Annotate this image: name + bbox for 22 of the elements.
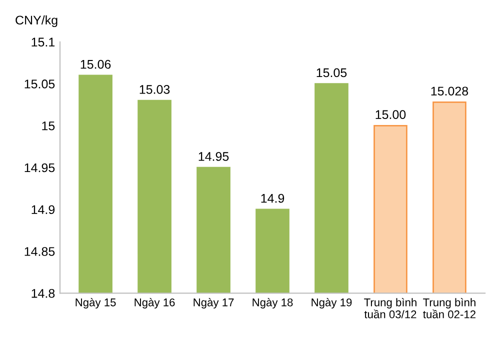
x-tick-label: Ngày 16 <box>134 298 175 309</box>
data-label: 14.9 <box>261 194 284 203</box>
y-tick-label: 14.85 <box>24 247 55 256</box>
x-tick-label: Ngày 17 <box>194 298 234 309</box>
y-tick-label: 15.05 <box>24 80 55 88</box>
data-label: 15.03 <box>140 85 170 94</box>
x-tick-label: Trung bình tuần 03/12 <box>364 298 416 318</box>
x-tick-label: Trung bình tuần 02-12 <box>423 298 476 318</box>
data-label: 15.05 <box>316 68 347 78</box>
y-tick-label: 14.95 <box>24 163 55 172</box>
x-tick-label: Ngày 15 <box>76 298 116 309</box>
y-tick-label: 15 <box>42 122 55 130</box>
x-tick-label: Ngày 19 <box>312 298 352 309</box>
x-tick-label: Ngày 18 <box>252 298 293 309</box>
y-axis-title: CNY/kg <box>16 15 58 28</box>
y-tick-label: 14.9 <box>32 205 55 214</box>
y-tick-label: 14.8 <box>32 288 55 298</box>
data-label: 15.028 <box>431 86 468 96</box>
data-label: 14.95 <box>198 152 229 161</box>
data-label: 15.06 <box>80 60 111 69</box>
y-tick-label: 15.1 <box>32 38 55 47</box>
data-label: 15.00 <box>376 110 406 120</box>
